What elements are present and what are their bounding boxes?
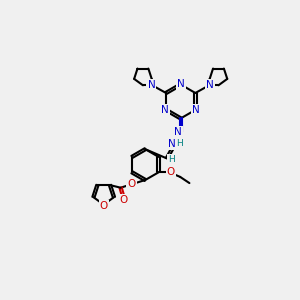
Text: N: N — [206, 80, 214, 90]
Text: N: N — [177, 79, 184, 89]
Text: O: O — [120, 195, 128, 205]
Text: H: H — [168, 155, 175, 164]
Text: O: O — [100, 201, 108, 211]
Text: N: N — [161, 105, 169, 115]
Text: N: N — [174, 127, 182, 137]
Text: O: O — [167, 167, 175, 177]
Text: O: O — [127, 179, 136, 189]
Text: N: N — [168, 139, 175, 149]
Text: N: N — [192, 105, 200, 115]
Text: N: N — [148, 80, 155, 90]
Text: H: H — [176, 139, 182, 148]
